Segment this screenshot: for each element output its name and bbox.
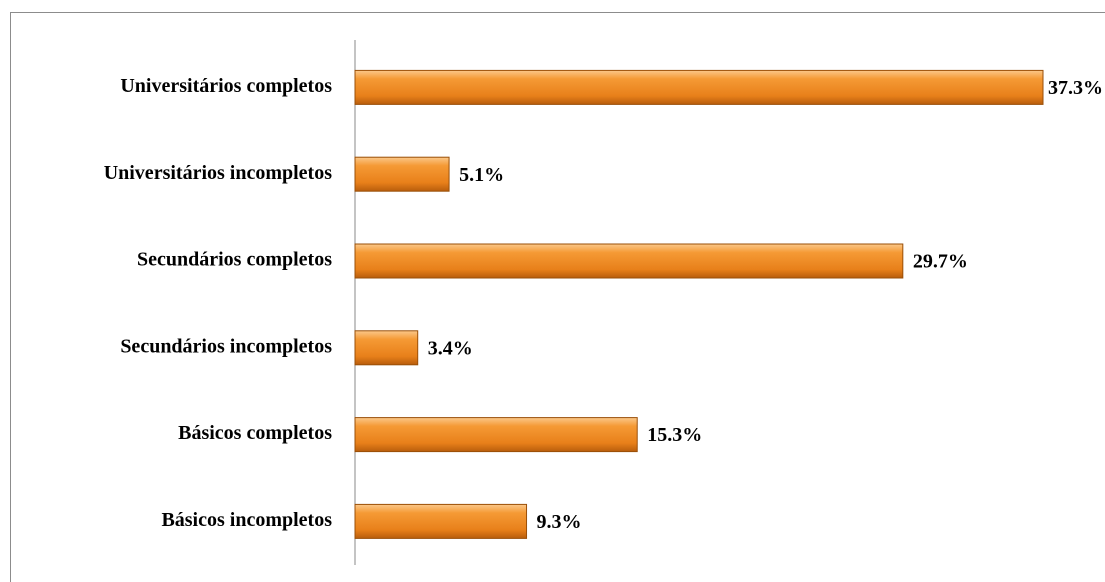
- category-label: Universitários completos: [120, 75, 332, 97]
- category-label: Universitários incompletos: [104, 162, 333, 184]
- category-label: Básicos completos: [178, 422, 332, 444]
- bar: [354, 417, 638, 453]
- value-label: 37.3%: [1048, 77, 1103, 99]
- bar: [354, 69, 1044, 105]
- value-label: 29.7%: [913, 251, 968, 273]
- value-label: 15.3%: [647, 424, 702, 446]
- bar: [354, 503, 528, 539]
- category-label: Secundários incompletos: [120, 335, 332, 357]
- bar: [354, 156, 450, 192]
- bar: [354, 330, 419, 366]
- category-label: Básicos incompletos: [161, 509, 332, 531]
- bar: [354, 243, 904, 279]
- value-label: 3.4%: [428, 337, 473, 359]
- category-label: Secundários completos: [137, 249, 332, 271]
- value-label: 9.3%: [537, 511, 582, 533]
- value-label: 5.1%: [459, 164, 504, 186]
- chart-frame: [10, 12, 1105, 582]
